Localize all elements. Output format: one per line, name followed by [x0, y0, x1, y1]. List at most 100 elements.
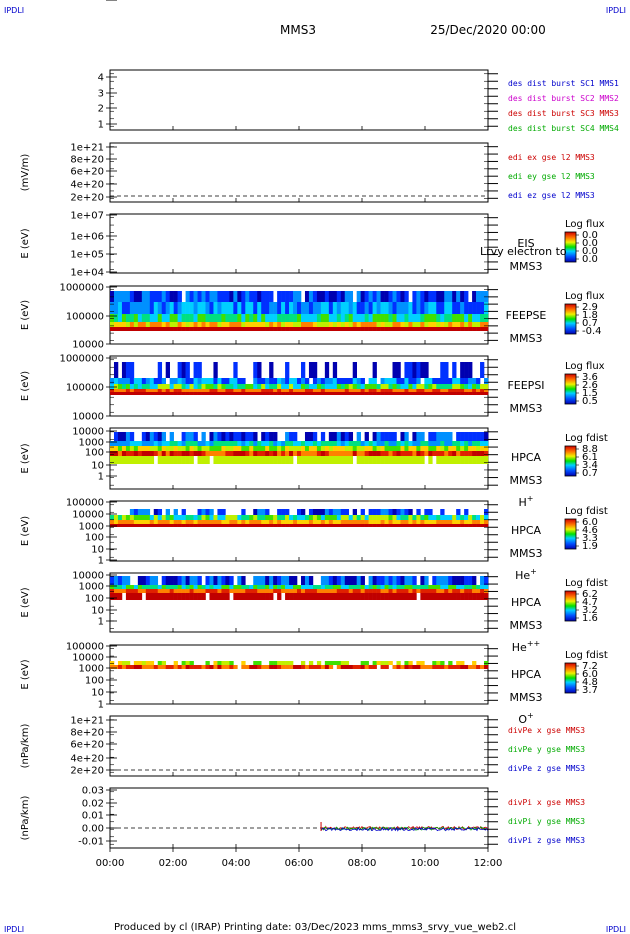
- spectrogram-cell: [261, 585, 266, 589]
- spectrogram-cell: [464, 589, 469, 593]
- spectrogram-cell: [416, 362, 421, 378]
- spectrogram-cell: [261, 392, 266, 395]
- spectrogram-cell: [129, 389, 135, 392]
- spectrogram-cell: [324, 665, 330, 669]
- spectrogram-cell: [388, 441, 393, 446]
- spectrogram-cell: [253, 520, 258, 524]
- spectrogram-cell: [245, 515, 250, 520]
- spectrogram-cell: [472, 515, 477, 520]
- spectrogram-cell: [129, 509, 135, 515]
- spectrogram-cell: [261, 665, 266, 669]
- spectrogram-cell: [205, 509, 210, 515]
- spectrogram-cell: [436, 441, 441, 446]
- spectrogram-cell: [444, 451, 449, 456]
- spectrogram-cell: [344, 384, 350, 389]
- spectrogram-cell: [348, 389, 354, 392]
- spectrogram-cell: [253, 589, 258, 593]
- spectrogram-cell: [300, 322, 306, 327]
- spectrogram-cell: [149, 291, 155, 302]
- spectrogram-cell: [300, 524, 306, 527]
- time-tick-label: 06:00: [285, 858, 314, 869]
- spectrogram-cell: [340, 593, 346, 600]
- spectrogram-cell: [265, 665, 270, 669]
- spectrogram-cell: [229, 389, 234, 392]
- spectrogram-cell: [444, 576, 449, 585]
- spectrogram-cell: [320, 589, 326, 593]
- spectrogram-cell: [205, 384, 210, 389]
- colorbar-tick-label: 6.2: [582, 589, 598, 600]
- spectrogram-cell: [145, 322, 151, 327]
- spectrogram-cell: [137, 302, 143, 314]
- spectrogram-cell: [253, 384, 258, 389]
- spectrogram-cell: [468, 389, 473, 392]
- colorbar-label: Log fdist: [565, 650, 608, 661]
- spectrogram-cell: [452, 446, 457, 451]
- spectrogram-cell: [149, 665, 155, 669]
- spectrogram-cell: [348, 446, 354, 451]
- spectrogram-cell: [456, 665, 461, 669]
- spectrogram-cell: [265, 432, 270, 441]
- spectrogram-cell: [281, 451, 286, 456]
- spectrogram-cell: [133, 593, 139, 600]
- spectrogram-cell: [424, 589, 429, 593]
- spectrogram-cell: [110, 593, 115, 600]
- spectrogram-cell: [484, 432, 489, 441]
- spectrogram-cell: [225, 661, 230, 665]
- spectrogram-cell: [277, 384, 282, 389]
- legend-entry: edi ey gse l2 MMS3: [508, 172, 595, 181]
- spectrogram-cell: [281, 661, 286, 665]
- spectrogram-cell: [320, 665, 326, 669]
- spectrogram-cell: [233, 441, 238, 446]
- spectrogram-cell: [273, 378, 278, 384]
- spectrogram-cell: [273, 392, 278, 395]
- spectrogram-cell: [484, 520, 489, 524]
- colorbar-tick-label: 8.8: [582, 444, 598, 455]
- spectrogram-cell: [289, 515, 294, 520]
- spectrogram-cell: [225, 585, 230, 589]
- spectrogram-cell: [233, 362, 238, 378]
- spectrogram-cell: [408, 302, 413, 314]
- spectrogram-cell: [444, 327, 449, 331]
- spectrogram-cell: [137, 322, 143, 327]
- spectrogram-cell: [249, 322, 254, 327]
- spectrogram-cell: [241, 302, 246, 314]
- spectrogram-cell: [225, 520, 230, 524]
- spectrogram-cell: [436, 432, 441, 441]
- spectrogram-cell: [125, 665, 131, 669]
- spectrogram-cell: [336, 392, 342, 395]
- spectrogram-cell: [209, 509, 214, 515]
- spectrogram-cell: [460, 515, 465, 520]
- spectrogram-cell: [217, 392, 222, 395]
- spectrogram-cell: [308, 392, 314, 395]
- spectrogram-cell: [289, 661, 294, 665]
- spectrogram-cell: [412, 585, 417, 589]
- spectrogram-cell: [332, 451, 338, 456]
- instrument-label: FEEPSI: [507, 379, 544, 392]
- spectrogram-cell: [416, 520, 421, 524]
- spectrogram-cell: [340, 524, 346, 527]
- spectrogram-cell: [225, 389, 230, 392]
- spectrogram-cell: [352, 389, 357, 392]
- spectrogram-cell: [193, 515, 198, 520]
- spectrogram-cell: [404, 593, 409, 600]
- spectrogram-cell: [193, 451, 198, 456]
- spectrogram-cell: [404, 362, 409, 378]
- colorbar-label: Log flux: [565, 219, 605, 230]
- spectrogram-cell: [336, 322, 342, 327]
- spectrogram-cell: [372, 302, 377, 314]
- spectrogram-cell: [412, 593, 417, 600]
- spectrogram-cell: [412, 515, 417, 520]
- y-tick-label: 10000: [72, 653, 104, 664]
- spectrogram-cell: [277, 451, 282, 456]
- spectrogram-cell: [253, 576, 258, 585]
- spectrogram-cell: [456, 520, 461, 524]
- spectrogram-cell: [372, 446, 377, 451]
- spectrogram-cell: [241, 441, 246, 446]
- spectrogram-cell: [352, 589, 357, 593]
- spectrogram-cell: [209, 389, 214, 392]
- spectrogram-cell: [185, 665, 190, 669]
- spectrogram-cell: [336, 384, 342, 389]
- spectrogram-cell: [360, 392, 365, 395]
- spectrogram-cell: [348, 589, 354, 593]
